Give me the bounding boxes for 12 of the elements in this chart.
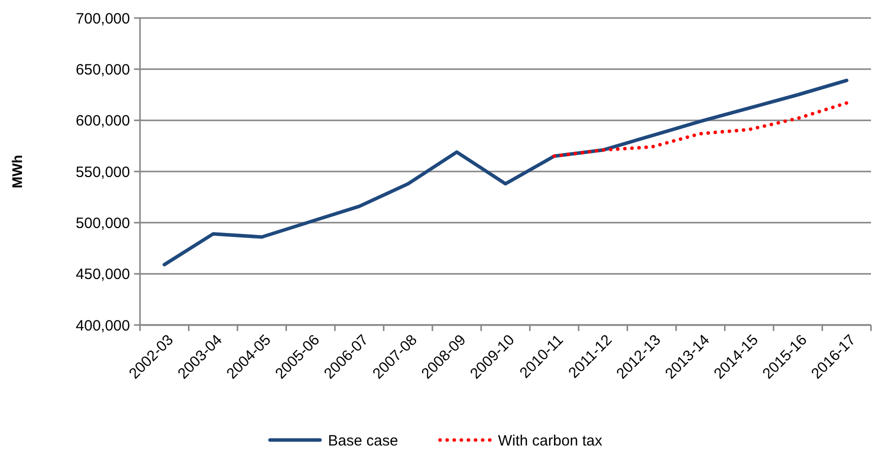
y-axis-title: MWh [9,154,25,188]
y-tick-label: 650,000 [76,61,130,78]
y-tick-label: 450,000 [76,266,130,284]
y-tick-label: 400,000 [76,317,130,334]
legend-label: With carbon tax [498,432,603,450]
y-tick-label: 500,000 [76,214,130,232]
y-tick-label: 600,000 [76,112,130,130]
legend-label: Base case [328,432,398,450]
line-series [162,78,848,266]
y-tick-label: 550,000 [76,164,130,181]
line-series [552,101,848,158]
y-tick-label: 700,000 [76,10,130,28]
